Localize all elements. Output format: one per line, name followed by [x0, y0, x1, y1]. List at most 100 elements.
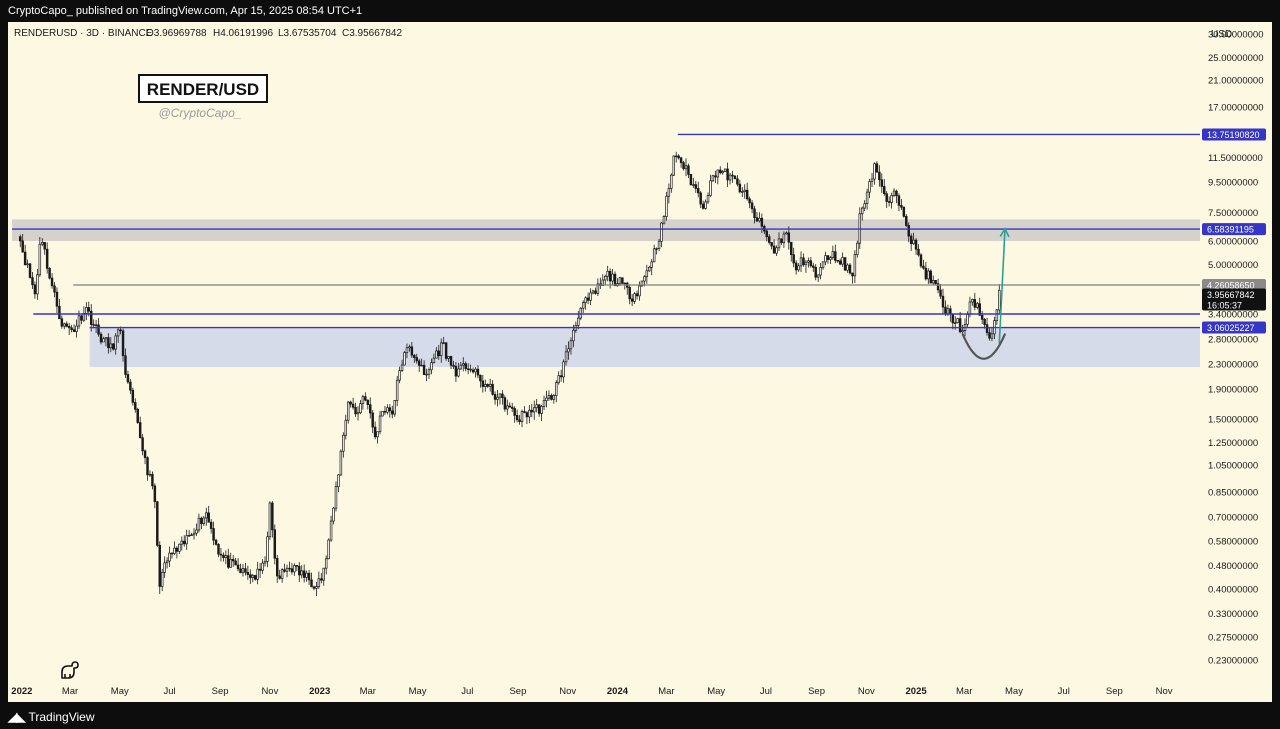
candle — [332, 506, 335, 525]
candle — [552, 393, 556, 404]
candle — [435, 347, 438, 359]
x-tick-label: Nov — [1156, 686, 1173, 697]
candle — [383, 405, 387, 415]
candle — [931, 275, 935, 286]
candle — [914, 238, 918, 255]
candle — [305, 570, 308, 582]
tradingview-footer: ◢◣ TradingView — [0, 706, 300, 728]
candle — [271, 501, 274, 538]
candle — [665, 191, 668, 221]
candle — [902, 206, 906, 218]
candle — [958, 311, 962, 334]
candle — [320, 573, 323, 584]
bottom-curve[interactable] — [961, 333, 1006, 360]
candle — [912, 232, 915, 245]
candle — [124, 348, 127, 379]
candle — [523, 406, 526, 414]
candle — [280, 568, 284, 583]
zones-layer — [12, 219, 1201, 368]
candle — [180, 536, 184, 551]
candle — [234, 557, 237, 566]
x-tick-label: Nov — [559, 686, 576, 697]
candle — [895, 189, 898, 204]
candle — [870, 172, 874, 188]
candle — [312, 585, 316, 591]
candle — [276, 554, 279, 583]
candle — [261, 559, 264, 574]
candle — [371, 409, 374, 434]
candle — [33, 281, 37, 299]
zone-0[interactable] — [12, 219, 1201, 242]
candle — [459, 361, 463, 370]
svg-text:13.75190820: 13.75190820 — [1207, 130, 1260, 140]
zone-1[interactable] — [89, 327, 1201, 368]
legend-low: L3.67535704 — [278, 28, 337, 39]
candle — [378, 410, 382, 435]
axis-currency[interactable]: USD — [1211, 29, 1232, 40]
candle — [187, 530, 191, 537]
candle — [134, 398, 137, 413]
candle — [486, 383, 489, 388]
watermark-handle: @CryptoCapo_ — [159, 106, 242, 120]
candle — [158, 541, 161, 594]
candle — [557, 371, 560, 385]
candle — [80, 315, 83, 325]
candle — [391, 405, 394, 419]
y-tick-label: 0.48000000 — [1208, 561, 1258, 572]
x-tick-label: Mar — [62, 686, 78, 697]
candle — [858, 207, 862, 249]
candle — [53, 282, 56, 298]
candle — [107, 333, 110, 354]
candle — [214, 538, 218, 546]
price-axis[interactable] — [1200, 22, 1272, 678]
candle — [990, 327, 994, 342]
candle — [219, 547, 223, 562]
candle — [209, 519, 213, 534]
candle — [200, 516, 203, 530]
candle — [38, 237, 42, 277]
candle — [410, 341, 414, 358]
candle — [202, 515, 206, 526]
price-tag-2[interactable]: 4.26058650 — [1202, 279, 1266, 292]
price-tag-4[interactable]: 3.06025227 — [1202, 321, 1266, 334]
candle — [934, 280, 937, 285]
y-tick-label: 5.00000000 — [1208, 260, 1258, 271]
candle — [640, 280, 644, 287]
candle — [185, 529, 188, 550]
candle — [334, 481, 338, 512]
candle — [816, 274, 820, 282]
candle — [709, 174, 712, 198]
candle — [413, 354, 416, 363]
candle — [251, 573, 254, 583]
candle — [745, 182, 749, 201]
candle — [227, 548, 230, 569]
candle — [307, 569, 311, 585]
legend-symbol: RENDERUSD · 3D · BINANCE — [14, 28, 153, 39]
candle — [909, 233, 913, 251]
candle — [692, 177, 695, 188]
candle — [285, 564, 289, 578]
candle — [792, 247, 795, 268]
x-tick-label: Jul — [461, 686, 473, 697]
dino-icon[interactable] — [61, 661, 79, 679]
candle — [21, 233, 24, 253]
x-tick-label: 2025 — [906, 686, 928, 697]
time-axis[interactable] — [8, 678, 1272, 702]
candle — [190, 532, 193, 536]
price-tag-1[interactable]: 6.58391195 — [1202, 223, 1266, 236]
candle — [315, 582, 318, 597]
candle — [317, 571, 321, 589]
x-tick-label: Jul — [760, 686, 772, 697]
price-tag-0[interactable]: 13.75190820 — [1202, 128, 1266, 141]
candle — [92, 319, 95, 329]
candle — [838, 258, 842, 266]
candle — [449, 355, 453, 369]
candle — [596, 278, 600, 296]
legend-close: C3.95667842 — [342, 28, 402, 39]
candle — [104, 337, 108, 347]
candle — [780, 238, 783, 245]
target-arrow[interactable] — [998, 227, 1010, 344]
candle — [721, 170, 724, 175]
